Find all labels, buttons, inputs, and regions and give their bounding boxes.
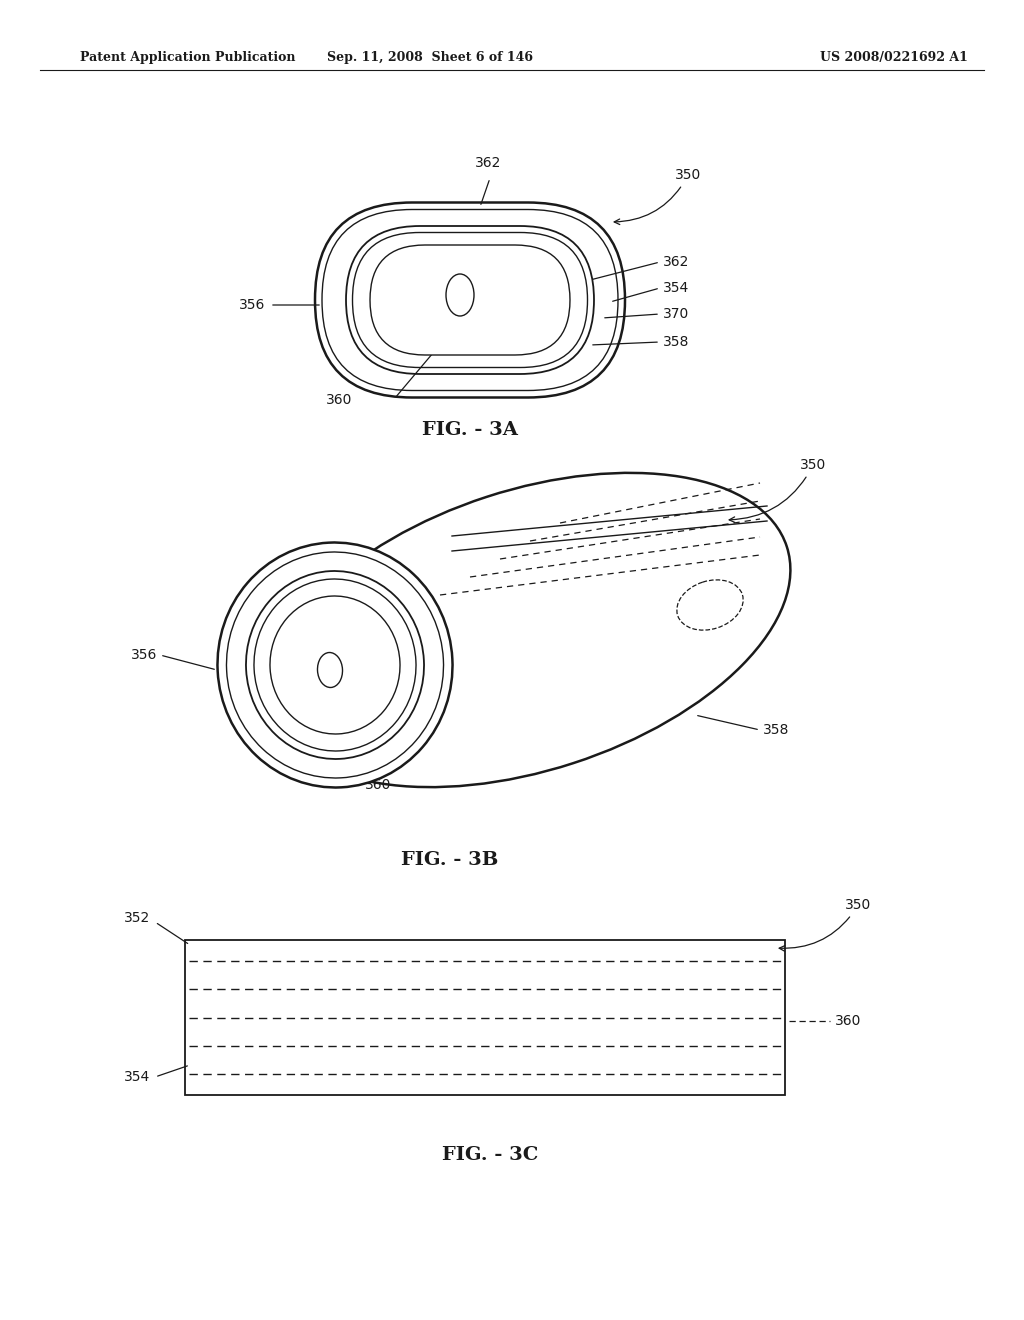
Text: 350: 350 <box>729 458 826 523</box>
Text: 360: 360 <box>835 1014 861 1027</box>
Ellipse shape <box>254 579 416 751</box>
FancyBboxPatch shape <box>315 202 625 397</box>
Ellipse shape <box>317 652 342 688</box>
Ellipse shape <box>217 543 453 788</box>
Text: US 2008/0221692 A1: US 2008/0221692 A1 <box>820 51 968 65</box>
Ellipse shape <box>226 552 443 777</box>
Text: FIG. - 3B: FIG. - 3B <box>401 851 499 869</box>
Text: 354: 354 <box>663 281 689 294</box>
Text: 358: 358 <box>763 723 790 737</box>
Text: 354: 354 <box>124 1071 150 1084</box>
Ellipse shape <box>246 572 424 759</box>
Text: FIG. - 3A: FIG. - 3A <box>422 421 518 440</box>
Ellipse shape <box>270 597 400 734</box>
Text: 360: 360 <box>365 777 391 792</box>
Text: 362: 362 <box>663 255 689 269</box>
Text: 350: 350 <box>779 898 871 952</box>
Text: 370: 370 <box>663 308 689 321</box>
Text: Patent Application Publication: Patent Application Publication <box>80 51 296 65</box>
Text: 352: 352 <box>124 911 150 925</box>
Ellipse shape <box>446 275 474 315</box>
Text: 358: 358 <box>663 335 689 348</box>
Text: 362: 362 <box>475 156 501 170</box>
FancyBboxPatch shape <box>370 246 570 355</box>
Text: Sep. 11, 2008  Sheet 6 of 146: Sep. 11, 2008 Sheet 6 of 146 <box>327 51 534 65</box>
Text: 360: 360 <box>326 393 352 407</box>
Bar <box>185 940 785 1096</box>
Text: 356: 356 <box>239 298 265 312</box>
Text: 350: 350 <box>614 168 701 224</box>
Ellipse shape <box>269 473 791 787</box>
Text: FIG. - 3C: FIG. - 3C <box>441 1146 539 1164</box>
Text: 356: 356 <box>131 648 157 663</box>
